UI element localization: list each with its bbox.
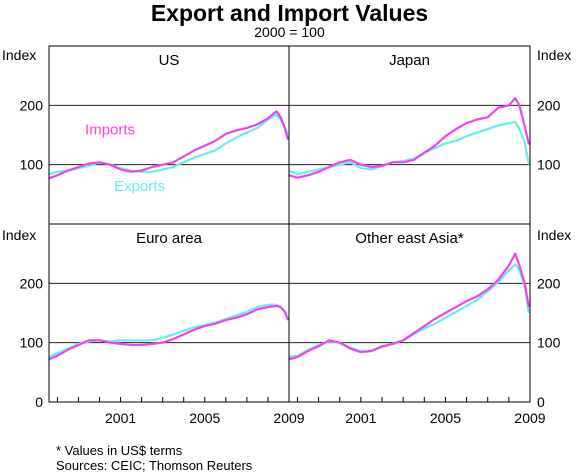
x-tick-label-1-2009: 2009 xyxy=(514,410,545,426)
y-tick-bottom-right-200: 200 xyxy=(537,275,561,291)
axis-label-bottom-right: Index xyxy=(537,227,571,243)
series-line-exports-1 xyxy=(288,120,530,176)
panel-title-1: Japan xyxy=(389,52,430,69)
x-tick-label-0-2005: 2005 xyxy=(189,410,220,426)
y-tick-top-right-100: 100 xyxy=(537,157,561,173)
panel-title-3: Other east Asia* xyxy=(355,230,464,247)
y-tick-top-left-100: 100 xyxy=(20,157,44,173)
y-tick-bottom-left-200: 200 xyxy=(20,275,44,291)
series-line-imports-1 xyxy=(288,97,530,179)
x-tick-label-0-2009: 2009 xyxy=(273,410,304,426)
axis-label-top-left: Index xyxy=(2,47,36,63)
chart-subtitle: 2000 = 100 xyxy=(254,24,325,40)
series-label-exports: Exports xyxy=(114,178,165,195)
y-tick-bottom-left-100: 100 xyxy=(20,335,44,351)
x-tick-label-1-2001: 2001 xyxy=(345,410,376,426)
series-label-imports: Imports xyxy=(85,121,135,138)
y-tick-top-right-200: 200 xyxy=(537,97,561,113)
x-tick-label-1-2005: 2005 xyxy=(430,410,461,426)
axis-label-bottom-left: Index xyxy=(2,227,36,243)
footnote: * Values in US$ terms xyxy=(56,443,183,458)
y-tick-bottom-right-0: 0 xyxy=(537,394,545,410)
series-line-imports-2 xyxy=(48,304,289,361)
panel-title-2: Euro area xyxy=(136,230,203,247)
panel-title-0: US xyxy=(159,52,180,69)
series-line-imports-3 xyxy=(288,252,530,361)
chart-title: Export and Import Values xyxy=(150,0,429,26)
axis-label-top-right: Index xyxy=(537,47,571,63)
x-tick-label-0-2001: 2001 xyxy=(105,410,136,426)
series-line-exports-0 xyxy=(48,113,289,176)
y-tick-bottom-left-0: 0 xyxy=(35,394,43,410)
series-line-imports-0 xyxy=(48,110,289,180)
y-tick-top-left-200: 200 xyxy=(20,97,44,113)
y-tick-bottom-right-100: 100 xyxy=(537,335,561,351)
sources-note: Sources: CEIC; Thomson Reuters xyxy=(56,458,253,473)
